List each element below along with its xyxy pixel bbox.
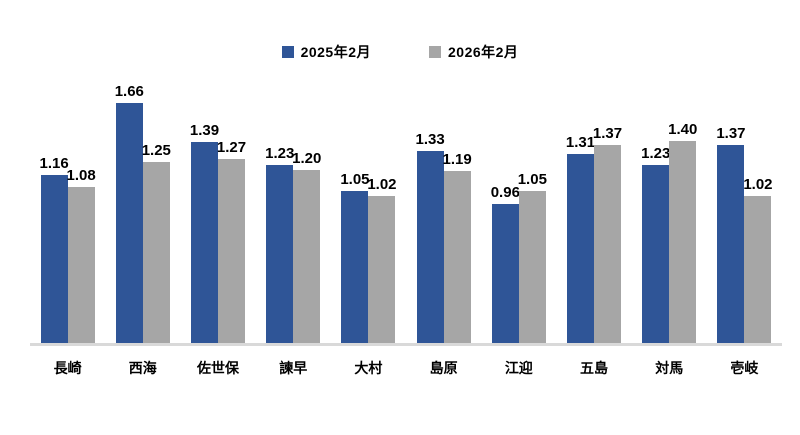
bar-2026: [218, 159, 245, 343]
bar-wrap: 1.27: [216, 139, 247, 343]
bar-2026: [518, 191, 546, 343]
bar-value-label: 1.23: [265, 145, 295, 162]
bar-value-label: 1.27: [216, 139, 247, 156]
bar-2025: [491, 204, 519, 343]
bar-group: 1.23 1.20: [256, 146, 331, 343]
bar-2025: [115, 103, 143, 343]
legend-item-2025: 2025年2月: [281, 42, 371, 62]
bar-value-label: 1.31: [565, 134, 596, 151]
bar-group: 1.05 1.02: [331, 172, 406, 343]
bar-2025: [642, 165, 670, 343]
bar-wrap: 1.39: [189, 122, 220, 343]
bar-wrap: 1.16: [39, 155, 69, 343]
plot-area: 1.16 1.08 1.66 1.25 1.39 1.27 1.23 1.20 1.05 1.02…: [30, 58, 782, 378]
bar-wrap: 1.02: [367, 176, 397, 343]
bar-group: 1.31 1.37: [556, 126, 631, 343]
bar-2025: [567, 154, 595, 343]
category-label: 島原: [429, 360, 458, 376]
bar-2026: [669, 141, 697, 343]
bar-value-label: 1.05: [517, 171, 547, 188]
bar-group: 1.33 1.19: [406, 132, 481, 343]
bar-value-label: 1.16: [39, 155, 69, 172]
bar-value-label: 1.05: [340, 171, 370, 188]
bar-2025: [191, 142, 218, 343]
bar-value-label: 1.23: [641, 145, 671, 162]
bar-wrap: 1.19: [442, 151, 472, 343]
bar-2026: [594, 145, 622, 343]
bar-wrap: 0.96: [490, 184, 520, 343]
bar-value-label: 1.37: [716, 125, 746, 142]
bar-2026: [293, 170, 321, 343]
category-label: 五島: [580, 360, 609, 376]
legend-label-2026: 2026年2月: [448, 44, 519, 60]
bar-wrap: 1.31: [565, 134, 596, 343]
bar-group: 1.37 1.02: [707, 126, 782, 343]
bar-2026: [443, 171, 471, 343]
bar-value-label: 1.20: [292, 150, 322, 167]
bar-value-label: 1.25: [141, 142, 171, 159]
bar-wrap: 1.23: [641, 145, 671, 343]
bar-group: 1.23 1.40: [632, 122, 707, 343]
bar-value-label: 1.33: [415, 131, 445, 148]
bar-2025: [341, 191, 369, 343]
bar-2025: [40, 175, 68, 343]
bar-value-label: 1.66: [114, 83, 144, 100]
bar-value-label: 1.19: [442, 151, 472, 168]
bar-group: 1.66 1.25: [105, 84, 180, 343]
category-label: 長崎: [53, 360, 82, 376]
bar-group: 1.39 1.27: [180, 123, 255, 343]
bar-wrap: 1.33: [415, 131, 445, 343]
category-label: 対馬: [655, 360, 684, 376]
bar-value-label: 1.37: [592, 125, 623, 142]
bar-wrap: 1.25: [141, 142, 171, 343]
bar-group: 0.96 1.05: [481, 172, 556, 343]
bar-2026: [142, 162, 170, 343]
bars-row: 1.16 1.08 1.66 1.25 1.39 1.27 1.23 1.20 1.05 1.02…: [30, 58, 782, 346]
legend-label-2025: 2025年2月: [300, 44, 371, 60]
bar-2025: [266, 165, 294, 343]
bar-value-label: 0.96: [490, 184, 520, 201]
bar-wrap: 1.05: [517, 171, 547, 343]
bar-wrap: 1.37: [592, 125, 623, 343]
bar-group: 1.16 1.08: [30, 156, 105, 343]
category-label: 江迎: [504, 360, 533, 376]
bar-wrap: 1.05: [340, 171, 370, 343]
category-axis: 長崎 西海 佐世保 諫早 大村 島原 江迎 五島 対馬 壱岐: [30, 346, 782, 378]
chart-legend: 2025年2月 2026年2月: [0, 42, 800, 62]
bar-2026: [67, 187, 95, 343]
bar-wrap: 1.66: [114, 83, 144, 343]
bar-value-label: 1.02: [367, 176, 397, 193]
category-label: 佐世保: [197, 360, 239, 376]
bar-value-label: 1.02: [743, 176, 773, 193]
bar-wrap: 1.08: [66, 167, 96, 343]
bar-wrap: 1.02: [743, 176, 773, 343]
legend-swatch-2025: [281, 46, 294, 58]
bar-2025: [416, 151, 444, 343]
category-label: 諫早: [279, 360, 308, 376]
bar-wrap: 1.20: [292, 150, 322, 343]
legend-swatch-2026: [429, 46, 441, 58]
bar-value-label: 1.40: [668, 121, 698, 138]
category-label: 大村: [354, 360, 383, 376]
legend-item-2026: 2026年2月: [429, 42, 518, 62]
category-label: 壱岐: [730, 360, 759, 376]
bar-wrap: 1.37: [716, 125, 746, 343]
bar-2025: [717, 145, 745, 343]
bar-2026: [744, 196, 772, 343]
bar-value-label: 1.39: [189, 122, 220, 139]
category-label: 西海: [128, 360, 157, 376]
bar-2026: [368, 196, 396, 343]
bar-value-label: 1.08: [66, 167, 96, 184]
bar-wrap: 1.23: [265, 145, 295, 343]
bar-wrap: 1.40: [668, 121, 698, 343]
